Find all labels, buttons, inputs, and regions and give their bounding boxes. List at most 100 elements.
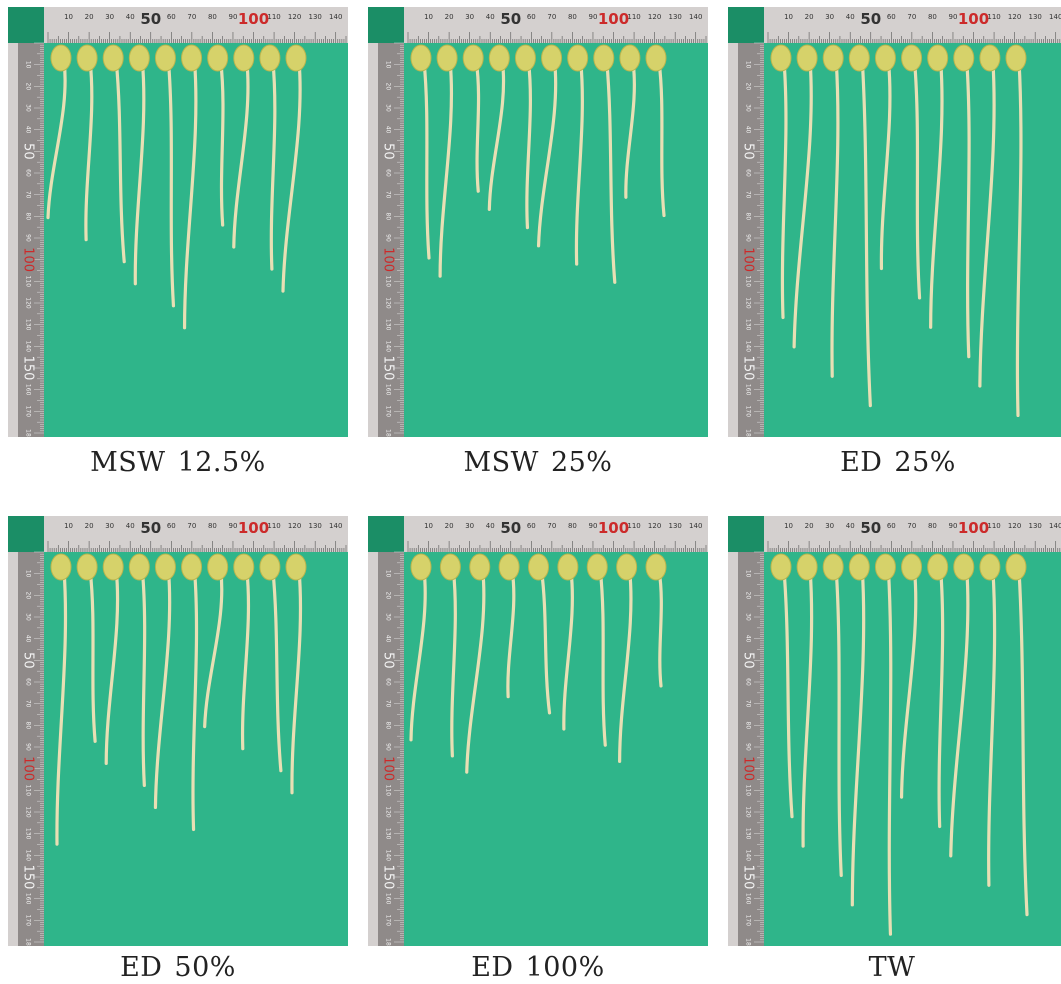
seedling-stem: [879, 59, 892, 271]
ruler-label: 150: [381, 356, 396, 381]
seedling-stem: [598, 568, 607, 747]
ruler-label: 120: [745, 297, 752, 309]
seedling-stem: [88, 568, 97, 743]
ruler-label: 120: [385, 297, 392, 309]
seed-cotyledon: [514, 44, 536, 72]
ruler-label: 20: [745, 592, 752, 600]
ruler-label: 160: [25, 384, 32, 396]
seed-cotyledon: [848, 44, 870, 72]
seed-cotyledon: [901, 553, 923, 581]
seed-cotyledon: [619, 44, 641, 72]
seed-cotyledon: [439, 553, 461, 581]
seedling-stem: [850, 568, 866, 907]
ruler-label: 150: [741, 356, 756, 381]
seed-cotyledon: [586, 553, 608, 581]
ruler-label: 30: [745, 104, 752, 112]
ruler-label: 90: [385, 743, 392, 751]
seed-cotyledon: [285, 44, 307, 72]
ruler-label: 120: [1008, 13, 1021, 21]
seed-cotyledon: [102, 44, 124, 72]
seedling-stem: [937, 568, 945, 829]
ruler-label: 90: [745, 234, 752, 242]
ruler-label: 80: [208, 13, 217, 21]
seedling-stem: [536, 59, 558, 248]
seedling-stem: [269, 59, 277, 271]
panel-tw: 10 20 30 40 50 60 70 80 90 100 110 120 130 140 10 20 30 4…: [728, 516, 1061, 983]
seedling-stem: [271, 568, 283, 773]
ruler-label: 30: [825, 13, 834, 21]
caption-treatment: ED: [120, 952, 163, 983]
seedling-stem: [133, 59, 146, 286]
ruler-label: 40: [846, 522, 855, 530]
seed-cotyledon: [848, 553, 870, 581]
ruler-label: 100: [20, 756, 35, 781]
ruler-label: 110: [267, 522, 280, 530]
side-ruler-edge: [8, 552, 18, 946]
ruler-label: 140: [329, 522, 342, 530]
seedling-photo: 10 20 30 40 50 60 70 80 90 100 110 120 130 140 10 20 30 4…: [728, 7, 1061, 437]
ruler-label: 120: [385, 806, 392, 818]
corner-tab: [728, 7, 764, 43]
side-ruler-edge: [728, 43, 738, 437]
seed-cotyledon: [953, 44, 975, 72]
caption-treatment: MSW: [90, 447, 166, 478]
ruler-label: 110: [987, 13, 1000, 21]
seedling-stem: [219, 59, 225, 227]
ruler-label: 50: [381, 652, 396, 669]
ruler-label: 60: [385, 169, 392, 177]
ruler-label: 90: [229, 13, 238, 21]
ruler-label: 10: [64, 13, 73, 21]
ruler-label: 100: [958, 519, 989, 537]
corner-tab: [728, 516, 764, 552]
ruler-label: 18: [745, 429, 752, 437]
ruler-label: 40: [385, 126, 392, 134]
ruler-label: 110: [987, 522, 1000, 530]
seedling-stem: [191, 568, 199, 832]
panel-ed-100: 10 20 30 40 50 60 70 80 90 100 110 120 130 140 10 20 30 4…: [368, 516, 708, 983]
seedling-stem: [104, 568, 120, 765]
ruler-label: 130: [385, 319, 392, 331]
ruler-label: 120: [288, 522, 301, 530]
ruler-label: 70: [745, 700, 752, 708]
top-ruler: [764, 7, 1061, 43]
seed-cotyledon: [50, 553, 72, 581]
ruler-label: 160: [385, 893, 392, 905]
caption-value: 25%: [894, 447, 956, 478]
ruler-label: 90: [229, 522, 238, 530]
ruler-label: 40: [126, 13, 135, 21]
top-ruler: [44, 516, 348, 552]
ruler-label: 20: [385, 592, 392, 600]
ruler-label: 40: [486, 522, 495, 530]
seed-cotyledon: [285, 553, 307, 581]
panel-msw-12-5: 10 20 30 40 50 60 70 80 90 100 110 120 130 140 10 20 30 4…: [8, 7, 348, 478]
ruler-label: 20: [805, 522, 814, 530]
seed-cotyledon: [567, 44, 589, 72]
ruler-label: 80: [928, 522, 937, 530]
ruler-label: 50: [21, 652, 36, 669]
panel-caption: ED 50%: [8, 952, 348, 983]
caption-treatment: TW: [868, 952, 916, 983]
ruler-label: 20: [745, 83, 752, 91]
seedling-stem: [290, 568, 303, 795]
ruler-label: 60: [25, 678, 32, 686]
seed-cotyledon: [874, 44, 896, 72]
top-ruler: [44, 7, 348, 43]
ruler-label: 100: [238, 519, 269, 537]
seedling-photo: 10 20 30 40 50 60 70 80 90 100 110 120 130 140 10 20 30 4…: [8, 516, 348, 946]
ruler-label: 18: [25, 938, 32, 946]
seed-cotyledon: [436, 44, 458, 72]
ruler-label: 80: [928, 13, 937, 21]
top-ruler: [404, 516, 708, 552]
corner-tab: [368, 7, 404, 43]
seed-cotyledon: [233, 44, 255, 72]
ruler-label: 120: [25, 806, 32, 818]
ruler-label: 100: [958, 10, 989, 28]
ruler-label: 80: [745, 722, 752, 730]
ruler-label: 90: [949, 522, 958, 530]
ruler-label: 18: [25, 429, 32, 437]
ruler-label: 50: [140, 519, 161, 537]
seedling-stem: [782, 568, 794, 819]
ruler-label: 110: [385, 785, 392, 797]
ruler-label: 40: [126, 522, 135, 530]
ruler-label: 70: [745, 191, 752, 199]
